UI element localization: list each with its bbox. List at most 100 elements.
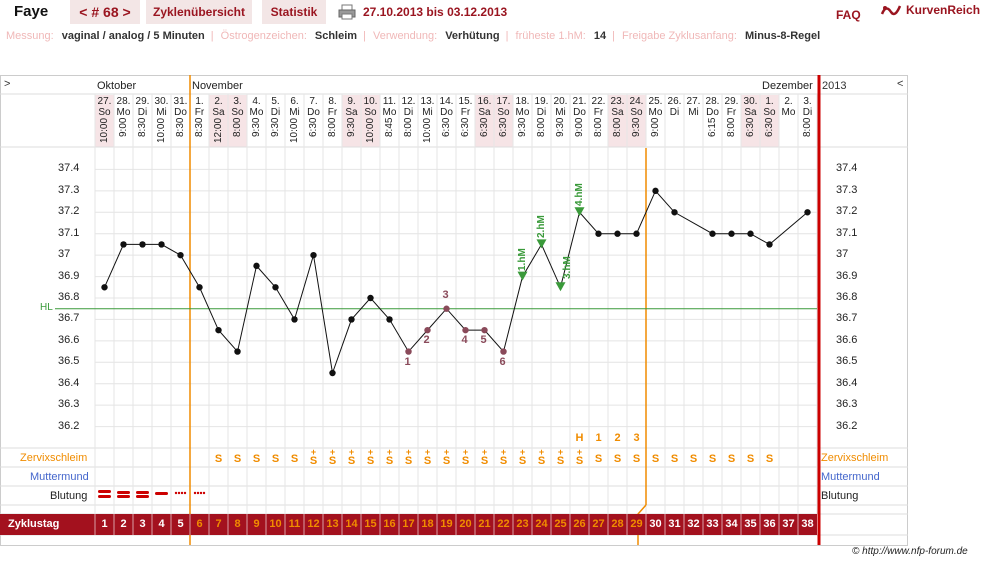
low-temp-label: 4: [461, 334, 468, 347]
day-weekday: Fr: [726, 107, 737, 118]
spotting-mark: [199, 491, 203, 495]
nav-prev-arrow[interactable]: >: [4, 78, 11, 90]
cervix-symbol: + S: [380, 447, 399, 467]
day-weekday: Mo: [648, 107, 663, 118]
y-tick-label: 36.3: [836, 398, 858, 411]
cervix-symbol: + S: [513, 447, 532, 467]
cervix-plus: +: [348, 447, 355, 457]
day-date: 3.: [803, 96, 812, 107]
cervix-plus: +: [443, 447, 450, 457]
cervix-plus: +: [519, 447, 526, 457]
cycle-day-number: 37: [782, 518, 795, 530]
nav-next-arrow[interactable]: <: [897, 78, 904, 90]
peak-day-label: H: [575, 432, 584, 444]
day-weekday: Do: [174, 107, 187, 118]
y-tick-label: 36.7: [836, 312, 858, 325]
cervix-symbol: + S: [342, 447, 361, 467]
low-temp-label: 5: [480, 334, 487, 347]
weekend-column: [228, 95, 247, 147]
day-date: 21.: [572, 96, 587, 107]
day-weekday: Di: [536, 107, 547, 118]
day-date: 29.: [135, 96, 150, 107]
spotting-mark: [193, 491, 197, 495]
cycle-day-number: 28: [611, 518, 624, 530]
day-date: 1.: [765, 96, 774, 107]
y-tick-label: 36.2: [836, 419, 858, 432]
y-tick-label: 36.8: [836, 291, 858, 303]
row-label-cervix-position: Muttermund: [821, 471, 880, 483]
cervix-plus: +: [386, 447, 393, 457]
tab-cycle-overview[interactable]: Zyklenübersicht: [146, 0, 252, 24]
temp-point: [101, 284, 108, 291]
cervix-symbol: + S: [323, 448, 342, 467]
day-date: 13.: [420, 96, 435, 107]
low-temp-label: 2: [423, 334, 430, 347]
day-date: 9.: [347, 96, 356, 107]
cycle-day-number: 33: [706, 518, 719, 530]
day-date: 27.: [686, 96, 701, 107]
temp-point: [196, 284, 203, 291]
temp-point: [766, 241, 773, 248]
month-label: November: [192, 80, 243, 92]
temp-point: [234, 348, 241, 355]
cycle-day-number: 31: [668, 518, 681, 530]
user-name: Faye: [14, 3, 49, 20]
info-value: Verhütung: [445, 30, 500, 42]
faq-link[interactable]: FAQ: [836, 8, 861, 22]
cycle-nav-button[interactable]: < # 68 >: [70, 0, 140, 24]
cervix-symbol: S: [689, 453, 698, 465]
temp-point: [215, 326, 222, 334]
day-date: 17.: [496, 96, 511, 107]
temp-point: [272, 284, 279, 291]
y-tick-label: 37.3: [58, 183, 80, 196]
cycle-day-number: 1: [101, 518, 108, 530]
day-date: 31.: [173, 96, 188, 107]
cycle-day-number: 19: [440, 518, 453, 530]
temp-point: [671, 209, 678, 216]
brand-name[interactable]: KurvenReich: [906, 3, 981, 17]
cycle-day-number: 20: [459, 518, 472, 530]
cycle-day-number: 29: [630, 518, 643, 530]
cycle-day-number: 3: [139, 518, 146, 530]
spotting-mark: [177, 491, 181, 495]
day-weekday: Sa: [611, 107, 624, 118]
day-weekday: Mi: [422, 107, 433, 118]
day-weekday: So: [630, 107, 643, 118]
temp-point: [253, 262, 260, 270]
day-weekday: Mi: [156, 107, 167, 118]
info-label: früheste 1.hM:: [515, 30, 586, 42]
weekend-column: [475, 95, 494, 147]
bleeding-mark: [98, 490, 111, 493]
print-icon[interactable]: [338, 4, 356, 20]
cycle-info-line: Messung: vaginal / analog / 5 Minuten | Ös…: [6, 30, 821, 42]
peak-day-label: 2: [614, 432, 621, 444]
cervix-letter: S: [309, 455, 318, 467]
spotting-mark: [196, 491, 200, 495]
weekend-column: [361, 95, 380, 147]
temp-point: [633, 230, 640, 237]
date-range: 27.10.2013 bis 03.12.2013: [363, 5, 508, 19]
row-label-cervix: Zervixschleim: [20, 452, 88, 464]
cervix-letter: S: [499, 455, 508, 467]
day-weekday: Mo: [382, 107, 397, 118]
cervix-symbol: + S: [361, 448, 380, 467]
day-weekday: Do: [706, 107, 719, 118]
y-tick-label: 37.4: [836, 162, 858, 175]
cervix-symbol: S: [594, 453, 603, 465]
cycle-day-number: 14: [345, 518, 358, 530]
higher-temp-label: 4.hM: [573, 183, 585, 207]
higher-temp-label: 2.hM: [535, 215, 547, 239]
cycle-day-number: 36: [763, 518, 776, 530]
cervix-letter: S: [347, 455, 356, 467]
cervix-plus: +: [481, 447, 488, 457]
higher-temp-marker: [574, 207, 585, 217]
day-weekday: Mo: [781, 107, 796, 118]
day-weekday: Di: [403, 107, 414, 118]
day-weekday: So: [497, 107, 510, 118]
tab-statistics[interactable]: Statistik: [262, 0, 326, 24]
bleeding-mark: [155, 492, 168, 495]
day-weekday: Mo: [515, 107, 530, 118]
day-weekday: Mi: [289, 107, 300, 118]
cervix-symbol: S: [214, 453, 223, 465]
day-date: 2.: [784, 96, 793, 107]
